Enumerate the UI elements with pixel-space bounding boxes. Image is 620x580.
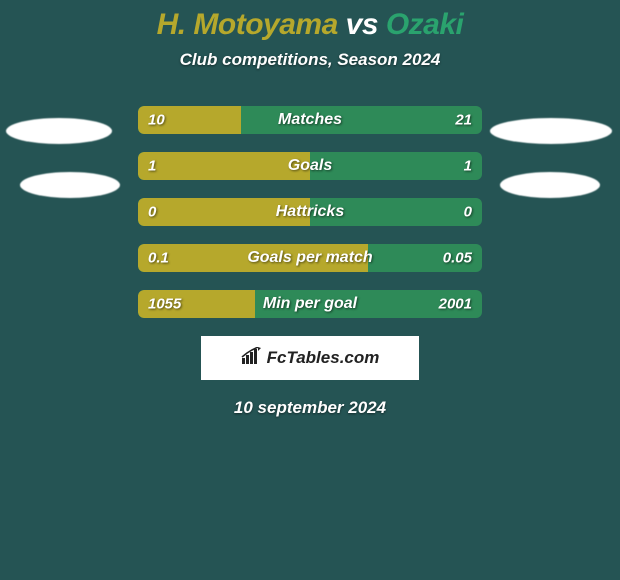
stat-bar: 1Goals1: [138, 152, 482, 180]
stat-bar: 10Matches21: [138, 106, 482, 134]
player2-name: Ozaki: [386, 8, 464, 41]
logo-box[interactable]: FcTables.com: [201, 336, 419, 380]
stat-label: Min per goal: [138, 295, 482, 313]
player2-avatar-placeholder-2: [500, 172, 600, 198]
content-area: 10Matches211Goals10Hattricks00.1Goals pe…: [0, 106, 620, 418]
stat-label: Goals per match: [138, 249, 482, 267]
vs-separator: vs: [338, 8, 386, 41]
stats-bars: 10Matches211Goals10Hattricks00.1Goals pe…: [138, 106, 482, 318]
stat-right-value: 1: [464, 158, 472, 175]
stat-bar: 0.1Goals per match0.05: [138, 244, 482, 272]
stat-label: Matches: [138, 111, 482, 129]
player1-name: H. Motoyama: [157, 8, 338, 41]
stat-right-value: 0: [464, 204, 472, 221]
stat-label: Hattricks: [138, 203, 482, 221]
stat-right-value: 0.05: [443, 250, 472, 267]
player2-avatar-placeholder-1: [490, 118, 612, 144]
logo-text: FcTables.com: [267, 348, 380, 368]
stat-right-value: 21: [455, 112, 472, 129]
comparison-title: H. Motoyama vs Ozaki: [0, 0, 620, 42]
date-text: 10 september 2024: [0, 398, 620, 418]
player1-avatar-placeholder-1: [6, 118, 112, 144]
logo-inner: FcTables.com: [241, 347, 380, 370]
stat-bar: 1055Min per goal2001: [138, 290, 482, 318]
player1-avatar-placeholder-2: [20, 172, 120, 198]
chart-icon: [241, 347, 263, 370]
stat-right-value: 2001: [439, 296, 472, 313]
stat-label: Goals: [138, 157, 482, 175]
subtitle: Club competitions, Season 2024: [0, 50, 620, 70]
stat-bar: 0Hattricks0: [138, 198, 482, 226]
